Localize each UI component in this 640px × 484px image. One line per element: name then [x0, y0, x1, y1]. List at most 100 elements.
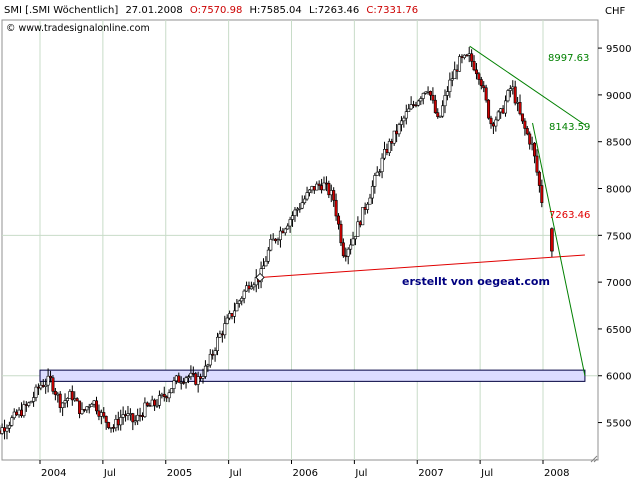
candle-body: [332, 190, 336, 201]
resize-grip-icon[interactable]: [590, 455, 598, 463]
candle-body: [499, 108, 503, 113]
candle-body: [237, 300, 241, 304]
currency-label: CHF: [605, 6, 626, 17]
x-tick-label: 2006: [293, 468, 318, 479]
trendlines: 7263.46 8997.63 8143.59: [255, 45, 590, 376]
trendline-red: [260, 254, 585, 278]
candle-body: [370, 185, 374, 199]
candle-body: [70, 391, 74, 401]
candle-body: [143, 402, 147, 417]
candle-body: [358, 221, 362, 226]
candle-body: [252, 284, 256, 288]
header-symbol: SMI [.SMI Wöchentlich]: [4, 5, 118, 16]
candle-body: [511, 86, 515, 89]
candle-body: [327, 182, 331, 196]
candle-body: [353, 236, 357, 240]
candle-body: [482, 85, 486, 89]
candle-body: [15, 411, 19, 416]
candle-body: [225, 317, 229, 324]
candle-body: [230, 313, 234, 317]
candle-body: [421, 93, 425, 99]
candle-body: [95, 400, 99, 412]
candle-body: [44, 384, 48, 387]
candle-body: [288, 219, 292, 227]
candle-body: [520, 113, 524, 122]
candle-body: [491, 123, 495, 127]
candle-body: [346, 248, 350, 257]
candle-body: [184, 377, 188, 383]
candle-body: [307, 189, 311, 193]
candle-body: [170, 388, 174, 394]
candle-body: [63, 400, 67, 404]
candle-body: [528, 133, 532, 145]
candle-body: [32, 397, 36, 402]
candle-body: [85, 406, 89, 411]
candle-body: [329, 190, 333, 196]
y-tick-label: 9500: [606, 44, 631, 55]
candle-body: [179, 382, 183, 384]
candle-body: [402, 117, 406, 122]
candle-body: [516, 102, 520, 104]
candle-body: [356, 221, 360, 237]
last-candle-body: [550, 228, 554, 252]
candle-body: [119, 417, 123, 426]
candle-body: [53, 390, 57, 395]
header-line: SMI [.SMI Wöchentlich] 27.01.2008 O:7570…: [4, 5, 418, 16]
trendline-value-label: 8143.59: [549, 122, 590, 133]
candle-body: [24, 404, 28, 406]
candle-body: [508, 88, 512, 91]
candle-body: [155, 404, 159, 407]
candle-body: [537, 171, 541, 186]
trendline-anchor-marker: [255, 272, 265, 283]
candle-body: [111, 427, 115, 429]
candle-body: [5, 427, 9, 432]
candle-body: [470, 53, 474, 62]
candle-body: [3, 427, 7, 432]
x-tick-label: 2004: [41, 468, 66, 479]
candle-body: [218, 333, 222, 338]
candle-body: [7, 425, 11, 429]
candle-body: [375, 171, 379, 176]
candle-body: [87, 406, 91, 408]
candle-body: [19, 409, 23, 417]
candle-body: [472, 61, 476, 71]
candle-body: [368, 197, 372, 205]
candle-body: [390, 141, 394, 144]
trendline-value-label: 8997.63: [548, 53, 589, 64]
candle-body: [426, 90, 430, 93]
candle-body: [424, 91, 428, 94]
candle-body: [533, 142, 537, 157]
candle-body: [266, 249, 270, 262]
candle-body: [334, 199, 338, 217]
candle-body: [397, 124, 401, 135]
candle-body: [455, 69, 459, 72]
candle-body: [361, 207, 365, 226]
x-tick-label: 2008: [544, 468, 569, 479]
candle-body: [29, 401, 33, 404]
candle-body: [322, 182, 326, 191]
candle-body: [395, 130, 399, 135]
candle-body: [73, 398, 77, 401]
candle-body: [194, 373, 198, 385]
header-date: 27.01.2008: [125, 5, 182, 16]
candle-body: [208, 353, 212, 366]
candle-body: [223, 323, 227, 336]
candle-body: [232, 310, 236, 317]
x-tick-label: Jul: [480, 468, 493, 479]
candle-body: [458, 56, 462, 72]
candle-body: [133, 420, 137, 423]
trendline-green: [532, 122, 586, 376]
plot-area: [1, 19, 599, 461]
candle-body: [160, 393, 164, 396]
candle-body: [46, 375, 50, 386]
candle-body: [138, 414, 142, 417]
candle-body: [477, 73, 481, 80]
candle-body: [165, 396, 169, 399]
candle-body: [153, 399, 157, 406]
candle-body: [75, 398, 79, 402]
candle-body: [102, 412, 106, 417]
candle-body: [295, 208, 299, 211]
candle-body: [315, 183, 319, 191]
y-tick-label: 7000: [606, 278, 631, 289]
